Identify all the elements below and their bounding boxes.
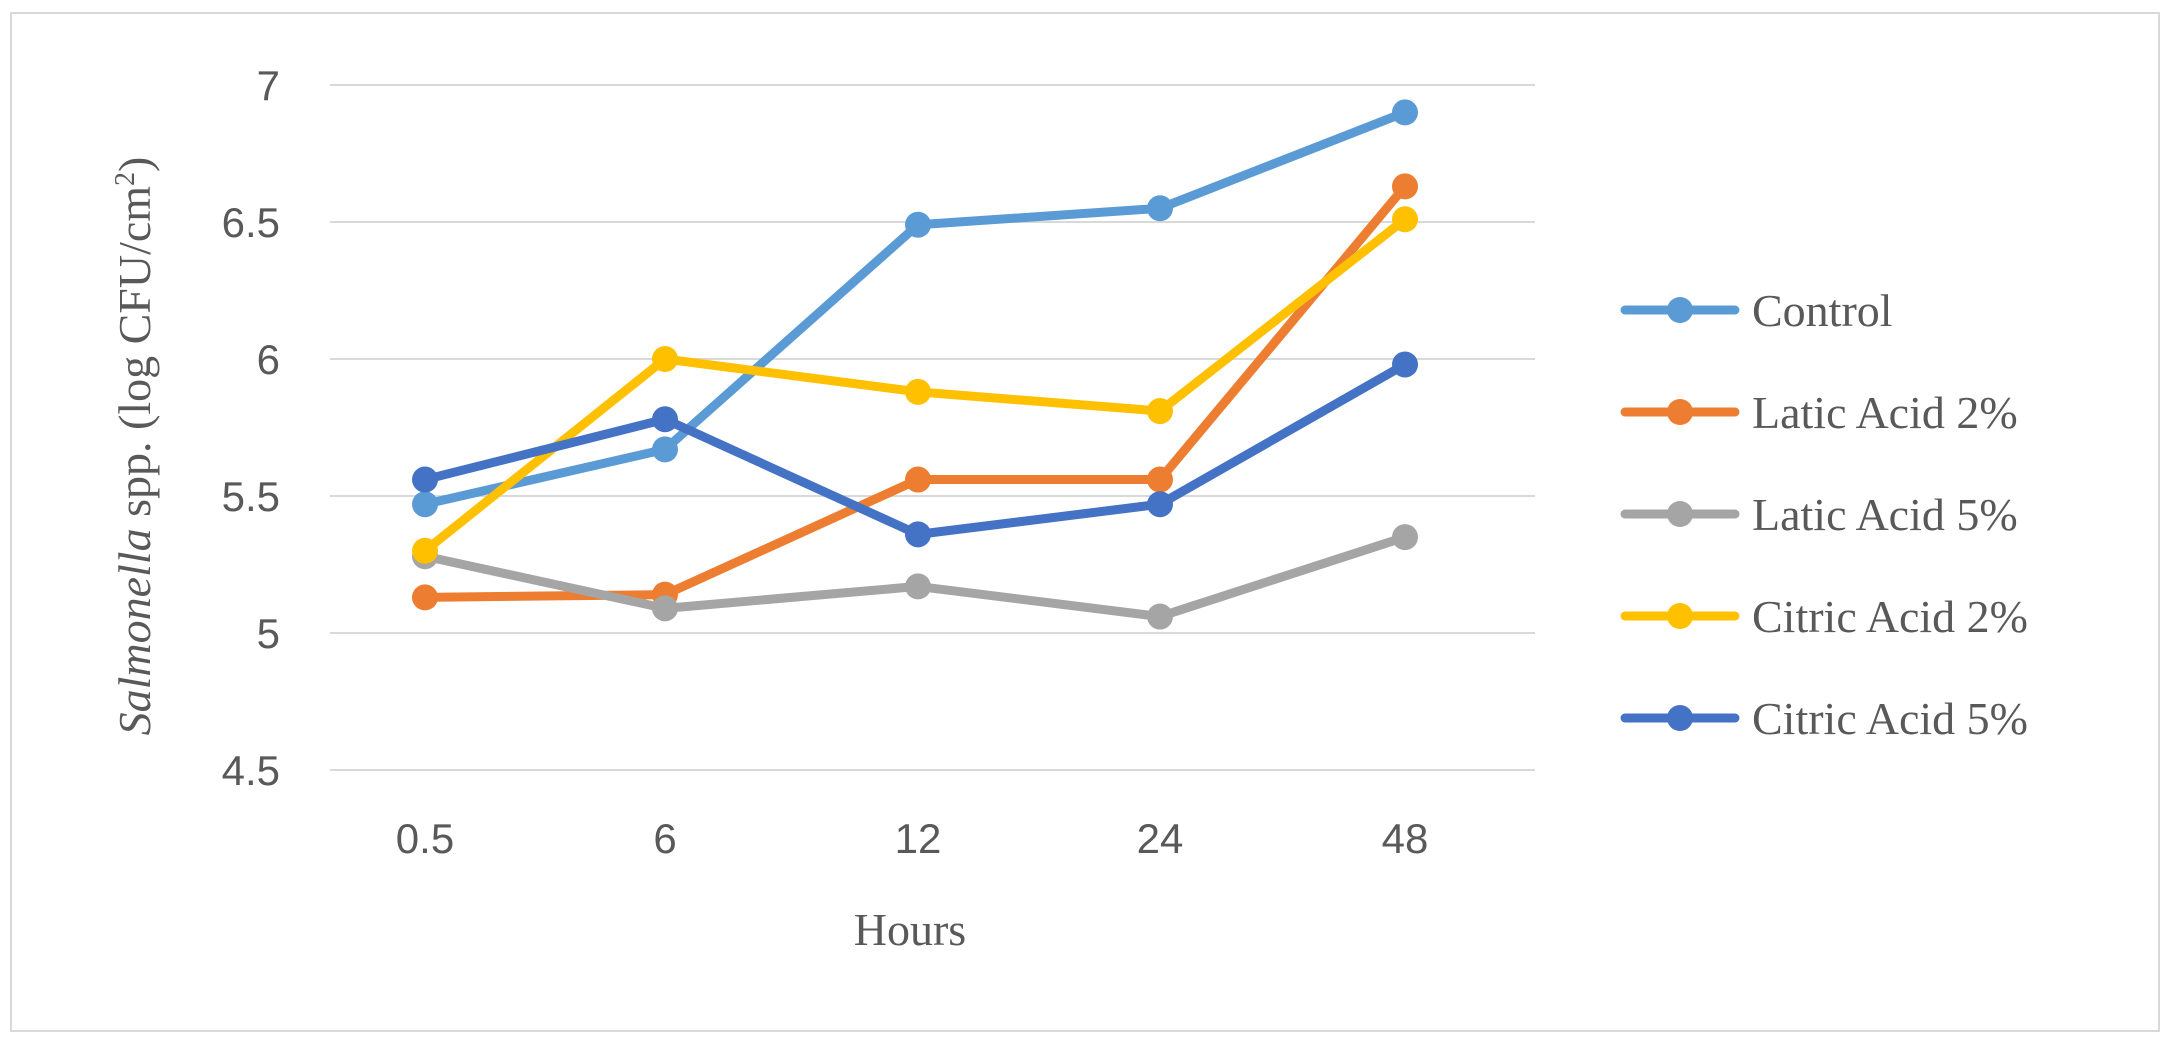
- y-axis-tick-labels: 4.5 5 5.5 6 6.5 7: [222, 62, 280, 794]
- gridlines: [330, 84, 1535, 771]
- legend-label: Citric Acid 5%: [1752, 693, 2028, 744]
- x-tick-label: 12: [895, 815, 942, 862]
- data-point: [905, 521, 931, 548]
- y-tick-label: 6: [257, 336, 280, 383]
- data-point: [1147, 491, 1173, 518]
- legend-label: Control: [1752, 285, 1893, 336]
- y-tick-label: 6.5: [222, 199, 280, 246]
- x-axis-tick-labels: 0.5 6 12 24 48: [396, 815, 1429, 862]
- data-point: [905, 378, 931, 405]
- legend-label: Citric Acid 2%: [1752, 591, 2028, 642]
- y-axis-title-italic: Salmonella: [109, 528, 160, 735]
- data-point: [1147, 195, 1173, 222]
- series-3: [412, 206, 1418, 564]
- legend-swatch-marker: [1667, 399, 1693, 425]
- data-point: [412, 584, 438, 611]
- legend-swatch-marker: [1667, 705, 1693, 731]
- x-tick-label: 0.5: [396, 815, 454, 862]
- legend: Control Latic Acid 2% Latic Acid 5% Citric …: [1620, 285, 2028, 744]
- y-tick-label: 5: [257, 610, 280, 657]
- data-point: [652, 346, 678, 372]
- data-point: [412, 466, 438, 493]
- data-point: [1392, 524, 1418, 551]
- y-tick-label: 4.5: [222, 747, 280, 794]
- legend-label: Latic Acid 5%: [1752, 489, 2018, 540]
- data-point: [1147, 466, 1173, 493]
- legend-item: Latic Acid 5%: [1620, 489, 2018, 540]
- data-point: [412, 537, 438, 564]
- legend-item: Control: [1620, 285, 1893, 336]
- series-lines: [412, 99, 1418, 630]
- data-point: [652, 595, 678, 622]
- y-axis-title-sup: 2: [110, 172, 141, 186]
- y-axis-title: Salmonella spp. (log CFU/cm2): [109, 157, 160, 736]
- data-point: [1392, 206, 1418, 233]
- legend-item: Latic Acid 2%: [1620, 387, 2018, 438]
- series-4: [412, 351, 1418, 548]
- y-axis-title-rest: spp. (log CFU/cm: [109, 186, 160, 529]
- legend-label: Latic Acid 2%: [1752, 387, 2018, 438]
- data-point: [652, 406, 678, 433]
- data-point: [652, 436, 678, 463]
- data-point: [1147, 398, 1173, 425]
- data-point: [905, 211, 931, 238]
- data-point: [1147, 603, 1173, 630]
- legend-item: Citric Acid 2%: [1620, 591, 2028, 642]
- data-point: [1392, 173, 1418, 200]
- legend-item: Citric Acid 5%: [1620, 693, 2028, 744]
- x-tick-label: 24: [1137, 815, 1184, 862]
- x-axis-title: Hours: [854, 904, 966, 955]
- chart-frame: [10, 12, 2160, 1032]
- data-point: [905, 466, 931, 493]
- data-point: [412, 491, 438, 518]
- data-point: [1392, 351, 1418, 378]
- series-0: [412, 99, 1418, 518]
- legend-swatch-marker: [1667, 297, 1693, 323]
- y-tick-label: 7: [257, 62, 280, 109]
- data-point: [1392, 99, 1418, 126]
- y-tick-label: 5.5: [222, 473, 280, 520]
- x-tick-label: 6: [653, 815, 676, 862]
- x-tick-label: 48: [1382, 815, 1429, 862]
- legend-swatch-marker: [1667, 501, 1693, 527]
- y-axis-title-close: ): [109, 157, 160, 172]
- legend-swatch-marker: [1667, 603, 1693, 629]
- data-point: [905, 573, 931, 600]
